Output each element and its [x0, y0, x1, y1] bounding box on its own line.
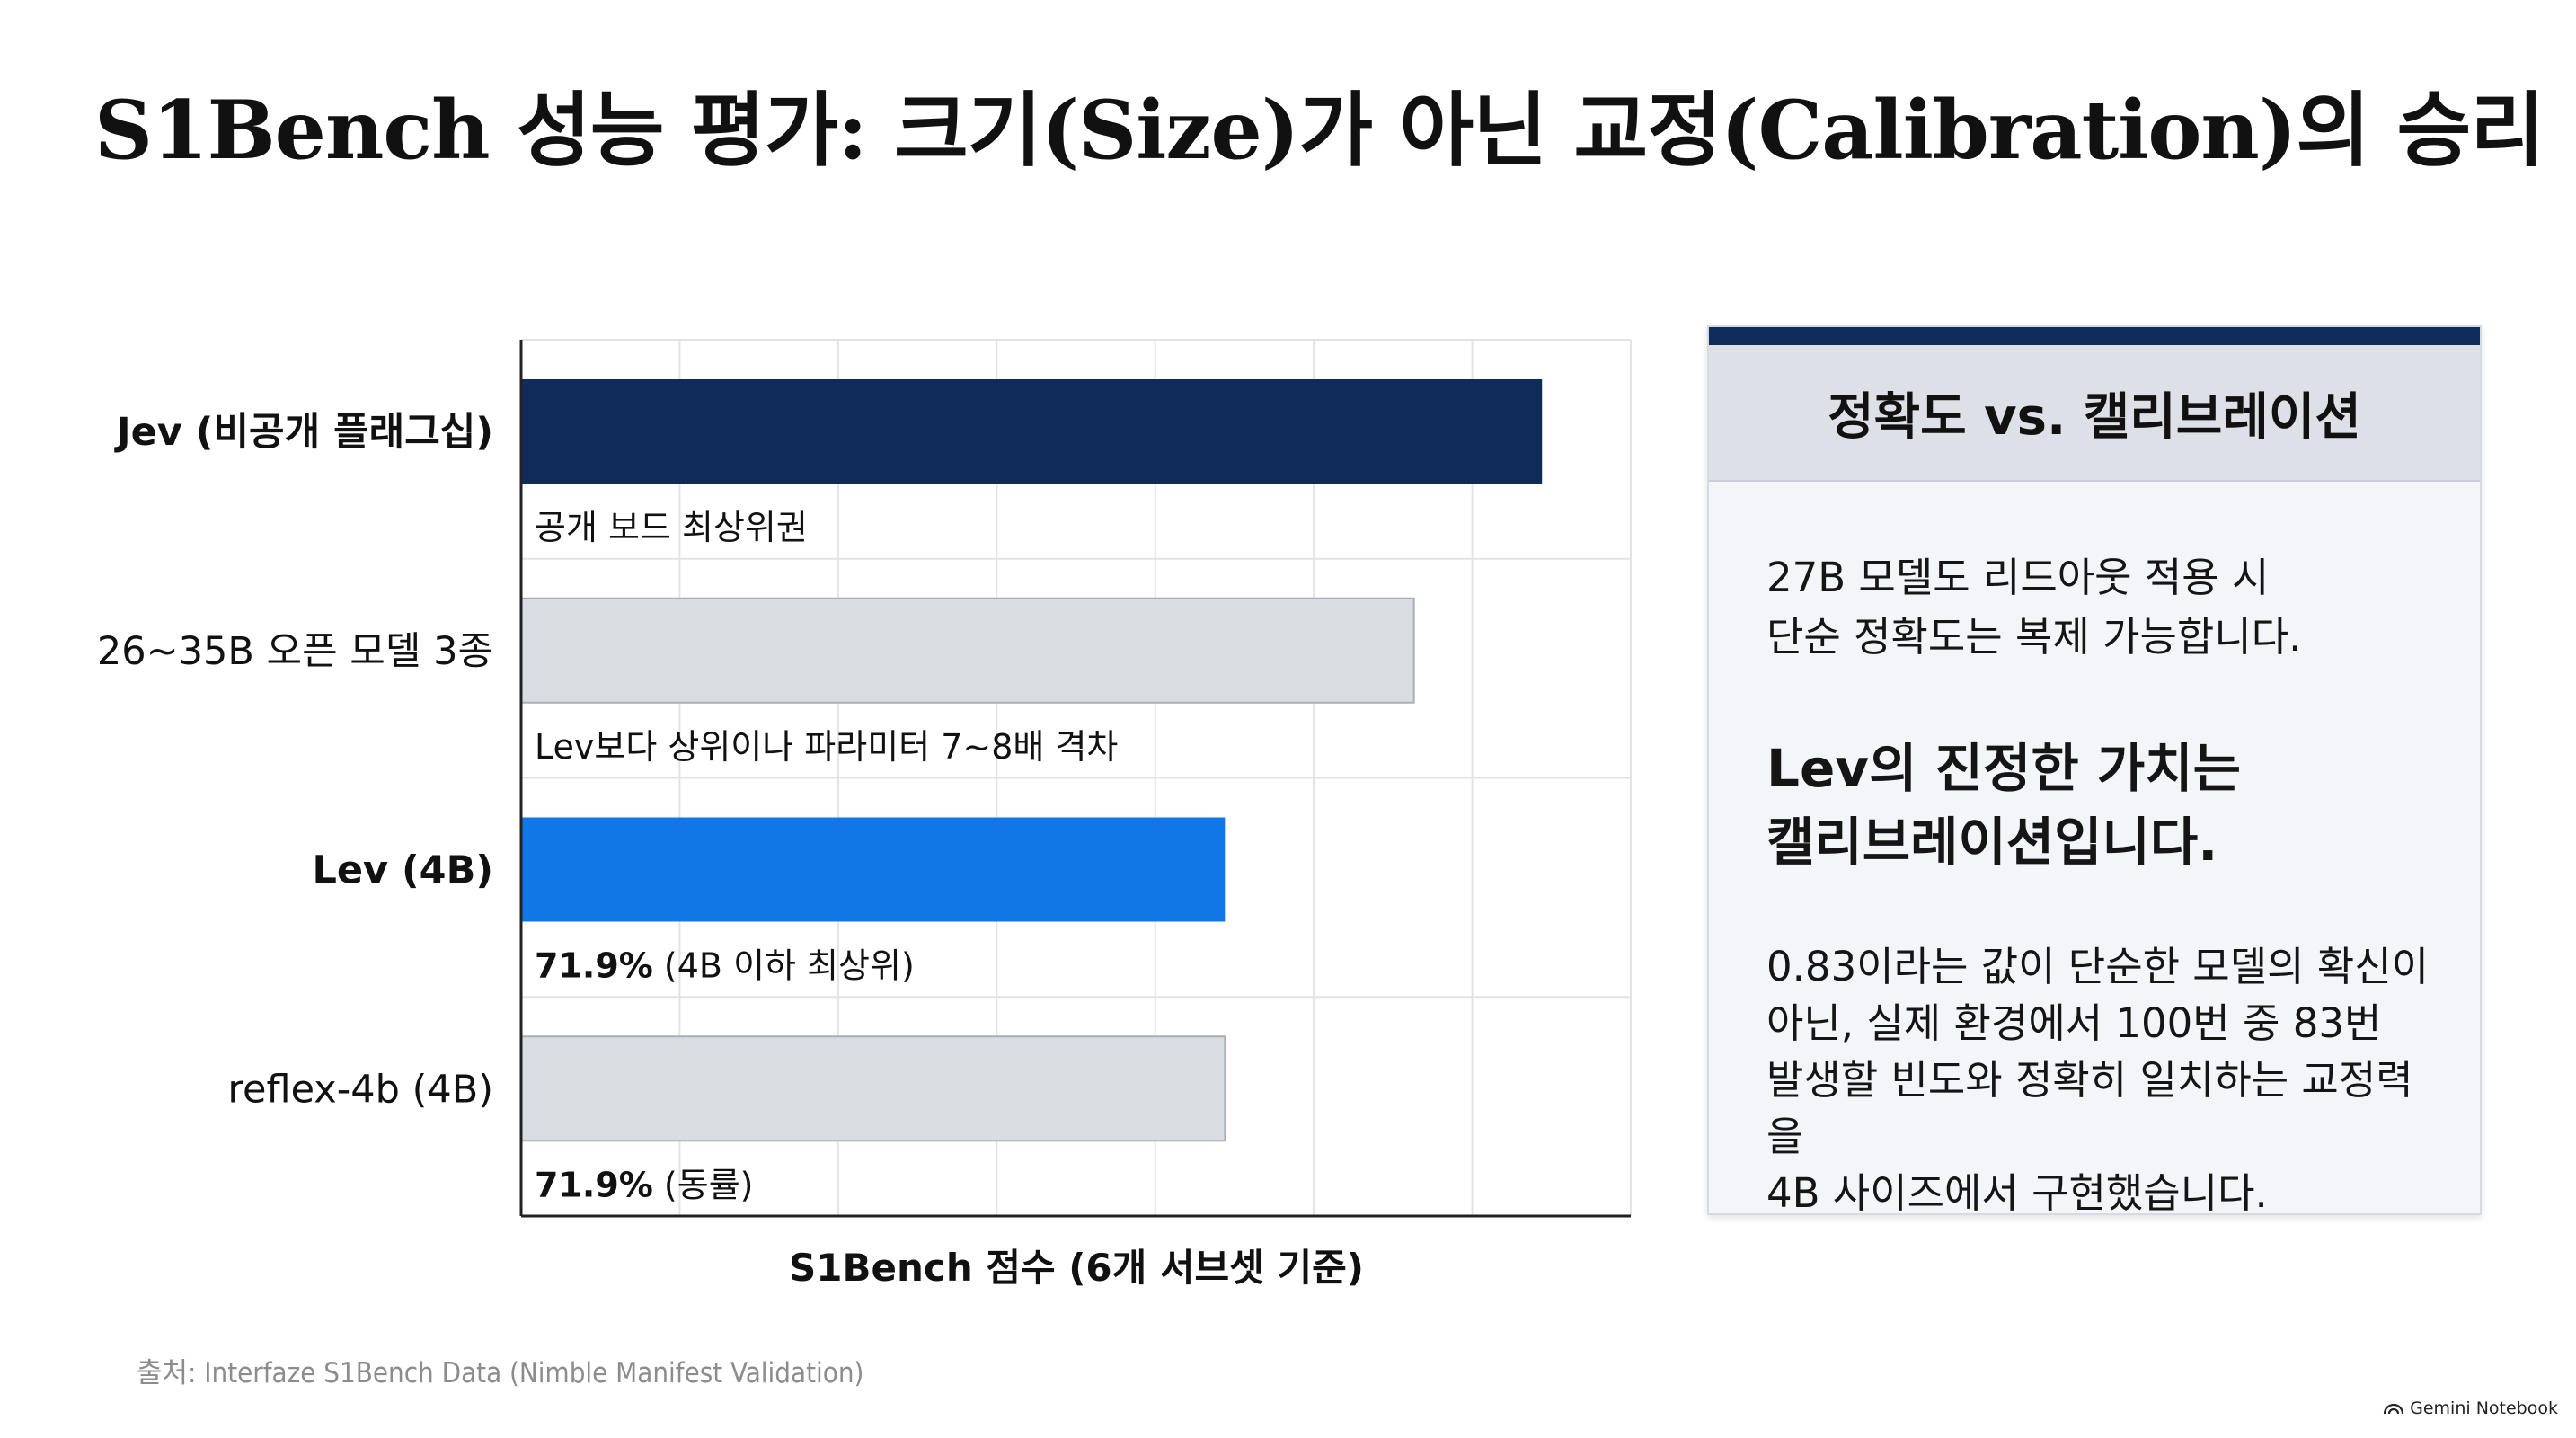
- chart-bars: [520, 379, 1543, 1142]
- panel-text-line: 0.83이라는 값이 단순한 모델의 확신이: [1766, 943, 2430, 990]
- panel-text-line: 발생할 빈도와 정확히 일치하는 교정력을: [1766, 1056, 2413, 1160]
- chart-grid: [521, 339, 1632, 1217]
- notebook-logo-icon: [2384, 1403, 2404, 1415]
- bar-annotation: 71.9% (동률): [535, 1165, 754, 1204]
- category-label: Lev (4B): [312, 848, 493, 893]
- bar: [520, 1035, 1226, 1142]
- category-label: 26~35B 오픈 모델 3종: [97, 629, 493, 674]
- bar-annotation-text: (동률): [653, 1165, 754, 1204]
- insight-panel: 정확도 vs. 캘리브레이션 27B 모델도 리드아웃 적용 시 단순 정확도는…: [1707, 325, 2482, 1217]
- bar-annotation-text: 공개 보드 최상위권: [535, 508, 808, 547]
- panel-text-line: 캘리브레이션입니다.: [1766, 812, 2218, 873]
- bar: [521, 379, 1543, 484]
- panel-paragraph-accuracy: 27B 모델도 리드아웃 적용 시 단순 정확도는 복제 가능합니다.: [1766, 548, 2444, 667]
- brand-watermark: Gemini Notebook: [2383, 1398, 2558, 1418]
- bar-annotation-text: Lev보다 상위이나 파라미터 7~8배 격차: [535, 727, 1118, 767]
- category-label: Jev (비공개 플래그십): [114, 410, 493, 455]
- bar-annotation: 공개 보드 최상위권: [535, 508, 808, 547]
- bar-annotation-value: 71.9%: [535, 946, 653, 986]
- panel-text-line: 단순 정확도는 복제 가능합니다.: [1766, 613, 2302, 661]
- panel-paragraph-highlight: Lev의 진정한 가치는 캘리브레이션입니다.: [1766, 732, 2444, 879]
- panel-text-line: 27B 모델도 리드아웃 적용 시: [1766, 554, 2270, 601]
- category-labels: Jev (비공개 플래그십) 26~35B 오픈 모델 3종 Lev (4B) ref…: [97, 410, 493, 1112]
- bar-annotation: Lev보다 상위이나 파라미터 7~8배 격차: [535, 727, 1118, 767]
- bar-annotation-text: (4B 이하 최상위): [653, 946, 915, 986]
- page-title: S1Bench 성능 평가: 크기(Size)가 아닌 교정(Calibrati…: [94, 83, 2545, 178]
- category-label: reflex-4b (4B): [227, 1067, 493, 1112]
- x-axis-label: S1Bench 점수 (6개 서브셋 기준): [789, 1246, 1364, 1290]
- bar: [520, 597, 1415, 704]
- bar-annotations: 공개 보드 최상위권 Lev보다 상위이나 파라미터 7~8배 격차 71.9% (…: [535, 508, 1118, 1204]
- panel-accent-bar: [1709, 327, 2480, 345]
- brand-text: Gemini Notebook: [2410, 1398, 2558, 1418]
- bar: [521, 817, 1226, 922]
- panel-heading: 정확도 vs. 캘리브레이션: [1709, 345, 2480, 482]
- source-note: 출처: Interfaze S1Bench Data (Nimble Manif…: [137, 1357, 864, 1389]
- bar-annotation: 71.9% (4B 이하 최상위): [535, 946, 915, 986]
- panel-paragraph-detail: 0.83이라는 값이 단순한 모델의 확신이 아닌, 실제 환경에서 100번 …: [1766, 938, 2444, 1221]
- panel-text-line: 4B 사이즈에서 구현했습니다.: [1766, 1169, 2268, 1217]
- panel-text-line: Lev의 진정한 가치는: [1766, 738, 2242, 799]
- panel-text-line: 아닌, 실제 환경에서 100번 중 83번: [1766, 999, 2382, 1047]
- bar-chart: Jev (비공개 플래그십) 26~35B 오픈 모델 3종 Lev (4B) ref…: [97, 339, 1632, 1290]
- bar-annotation-value: 71.9%: [535, 1165, 653, 1204]
